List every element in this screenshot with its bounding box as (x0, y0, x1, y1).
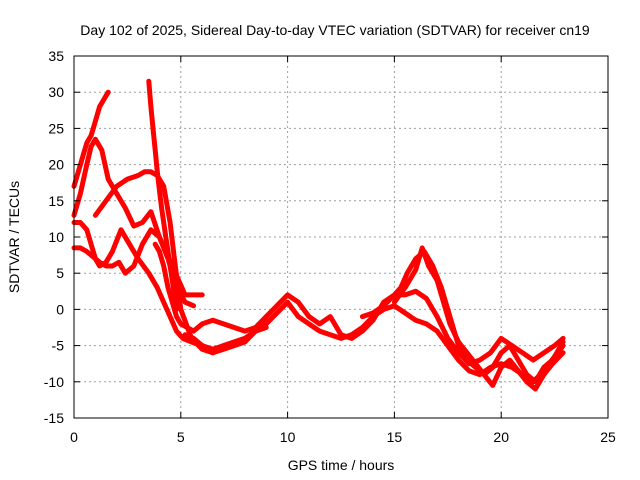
x-tick-label: 25 (600, 429, 616, 445)
series-track-9 (359, 249, 566, 385)
series-track-1 (71, 89, 111, 189)
y-tick-label: 25 (48, 120, 64, 136)
y-tick-label: 0 (56, 301, 64, 317)
y-tick-label: 10 (48, 229, 64, 245)
y-axis-label: SDTVAR / TECUs (6, 181, 22, 293)
y-tick-label: 20 (48, 157, 64, 173)
x-axis-ticks: 0 5 10 15 20 25 (70, 56, 616, 445)
series-track-8 (182, 299, 566, 385)
y-tick-label: 15 (48, 193, 64, 209)
x-tick-label: 5 (177, 429, 185, 445)
x-tick-label: 15 (387, 429, 403, 445)
x-axis-label: GPS time / hours (288, 457, 395, 473)
y-tick-label: -5 (52, 338, 65, 354)
series-track-7 (152, 241, 566, 367)
chart-series (71, 78, 566, 392)
x-tick-label: 20 (493, 429, 509, 445)
y-tick-label: 35 (48, 48, 64, 64)
chart-grid (74, 56, 608, 418)
y-axis-ticks: -15 -10 -5 0 5 10 15 20 25 30 35 (44, 48, 608, 426)
series-track-6 (146, 78, 179, 312)
x-tick-label: 0 (70, 429, 78, 445)
y-tick-label: 5 (56, 265, 64, 281)
x-tick-label: 10 (280, 429, 296, 445)
y-tick-label: 30 (48, 84, 64, 100)
chart-title: Day 102 of 2025, Sidereal Day-to-day VTE… (80, 22, 590, 38)
y-tick-label: -15 (44, 410, 64, 426)
series-track-3 (92, 169, 269, 356)
series-track-10 (391, 245, 566, 392)
series-track-2 (71, 136, 205, 298)
y-tick-label: -10 (44, 374, 64, 390)
